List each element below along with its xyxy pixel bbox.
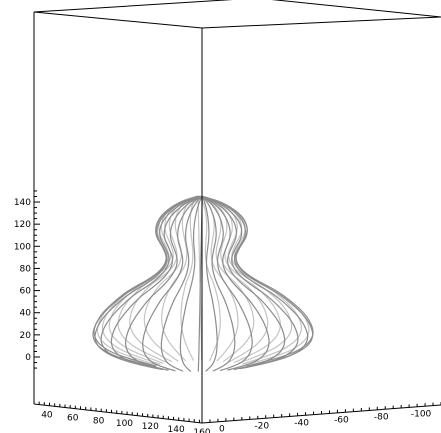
surface-meridian xyxy=(110,196,200,371)
surface-meridian xyxy=(160,196,202,372)
y-tick-label: -60 xyxy=(334,416,349,426)
x-tick-label: 60 xyxy=(67,413,79,423)
surface-meridian xyxy=(202,195,314,368)
y-tick-label: -40 xyxy=(294,419,309,429)
bounding-box xyxy=(33,0,441,29)
surface-meridian xyxy=(201,196,218,372)
surface-meridian xyxy=(199,195,281,364)
x-axis-line xyxy=(33,403,203,424)
y-tick-label: -80 xyxy=(374,413,389,423)
x-tick-label: 100 xyxy=(116,419,133,429)
y-tick-label: -100 xyxy=(411,410,432,420)
x-tick-label: 40 xyxy=(41,410,53,420)
surface-meridian xyxy=(197,195,221,361)
surface-mesh-front xyxy=(92,195,314,372)
axes xyxy=(33,12,441,424)
surface-meridian xyxy=(100,196,200,370)
x-tick-label: 160 xyxy=(193,428,210,433)
x-tick-label: 120 xyxy=(142,422,159,432)
z-tick-label: 100 xyxy=(14,242,31,252)
surface-meridian xyxy=(202,196,270,371)
surface-meridian xyxy=(129,195,198,363)
tick-labels: 0 20 40 60 80 100 120 140 40 60 80 100 120 140 160 0 -20… xyxy=(14,198,432,433)
surface-meridian xyxy=(117,195,198,363)
surface-meridian xyxy=(201,195,314,367)
x-tick-label: 80 xyxy=(93,416,105,426)
z-tick-label: 80 xyxy=(20,264,32,274)
surface-meridian xyxy=(161,195,198,362)
surface-meridian xyxy=(202,196,309,369)
surface-meridian xyxy=(202,196,286,370)
z-tick-label: 140 xyxy=(14,198,31,208)
z-tick-label: 0 xyxy=(25,353,31,363)
surface-meridian xyxy=(202,196,299,370)
surface-meridian xyxy=(202,196,253,371)
surface-meridian xyxy=(202,196,236,372)
surface-meridian xyxy=(142,196,202,372)
surface-meridian xyxy=(179,196,203,372)
z-tick-label: 40 xyxy=(20,309,32,319)
surface-meridian xyxy=(197,195,203,361)
surface-mesh-back xyxy=(96,195,310,366)
z-tick-label: 120 xyxy=(14,220,31,230)
z-tick-label: 60 xyxy=(20,287,32,297)
surface-meridian xyxy=(124,196,201,371)
surface-meridian xyxy=(180,195,199,361)
y-tick-label: -20 xyxy=(254,422,269,432)
surface-meridian xyxy=(200,195,293,364)
surface-meridian xyxy=(93,195,199,367)
y-tick-label: 0 xyxy=(219,425,225,433)
x-tick-label: 140 xyxy=(168,425,185,433)
z-tick-label: 20 xyxy=(20,331,32,341)
box-top-edge xyxy=(33,0,441,29)
